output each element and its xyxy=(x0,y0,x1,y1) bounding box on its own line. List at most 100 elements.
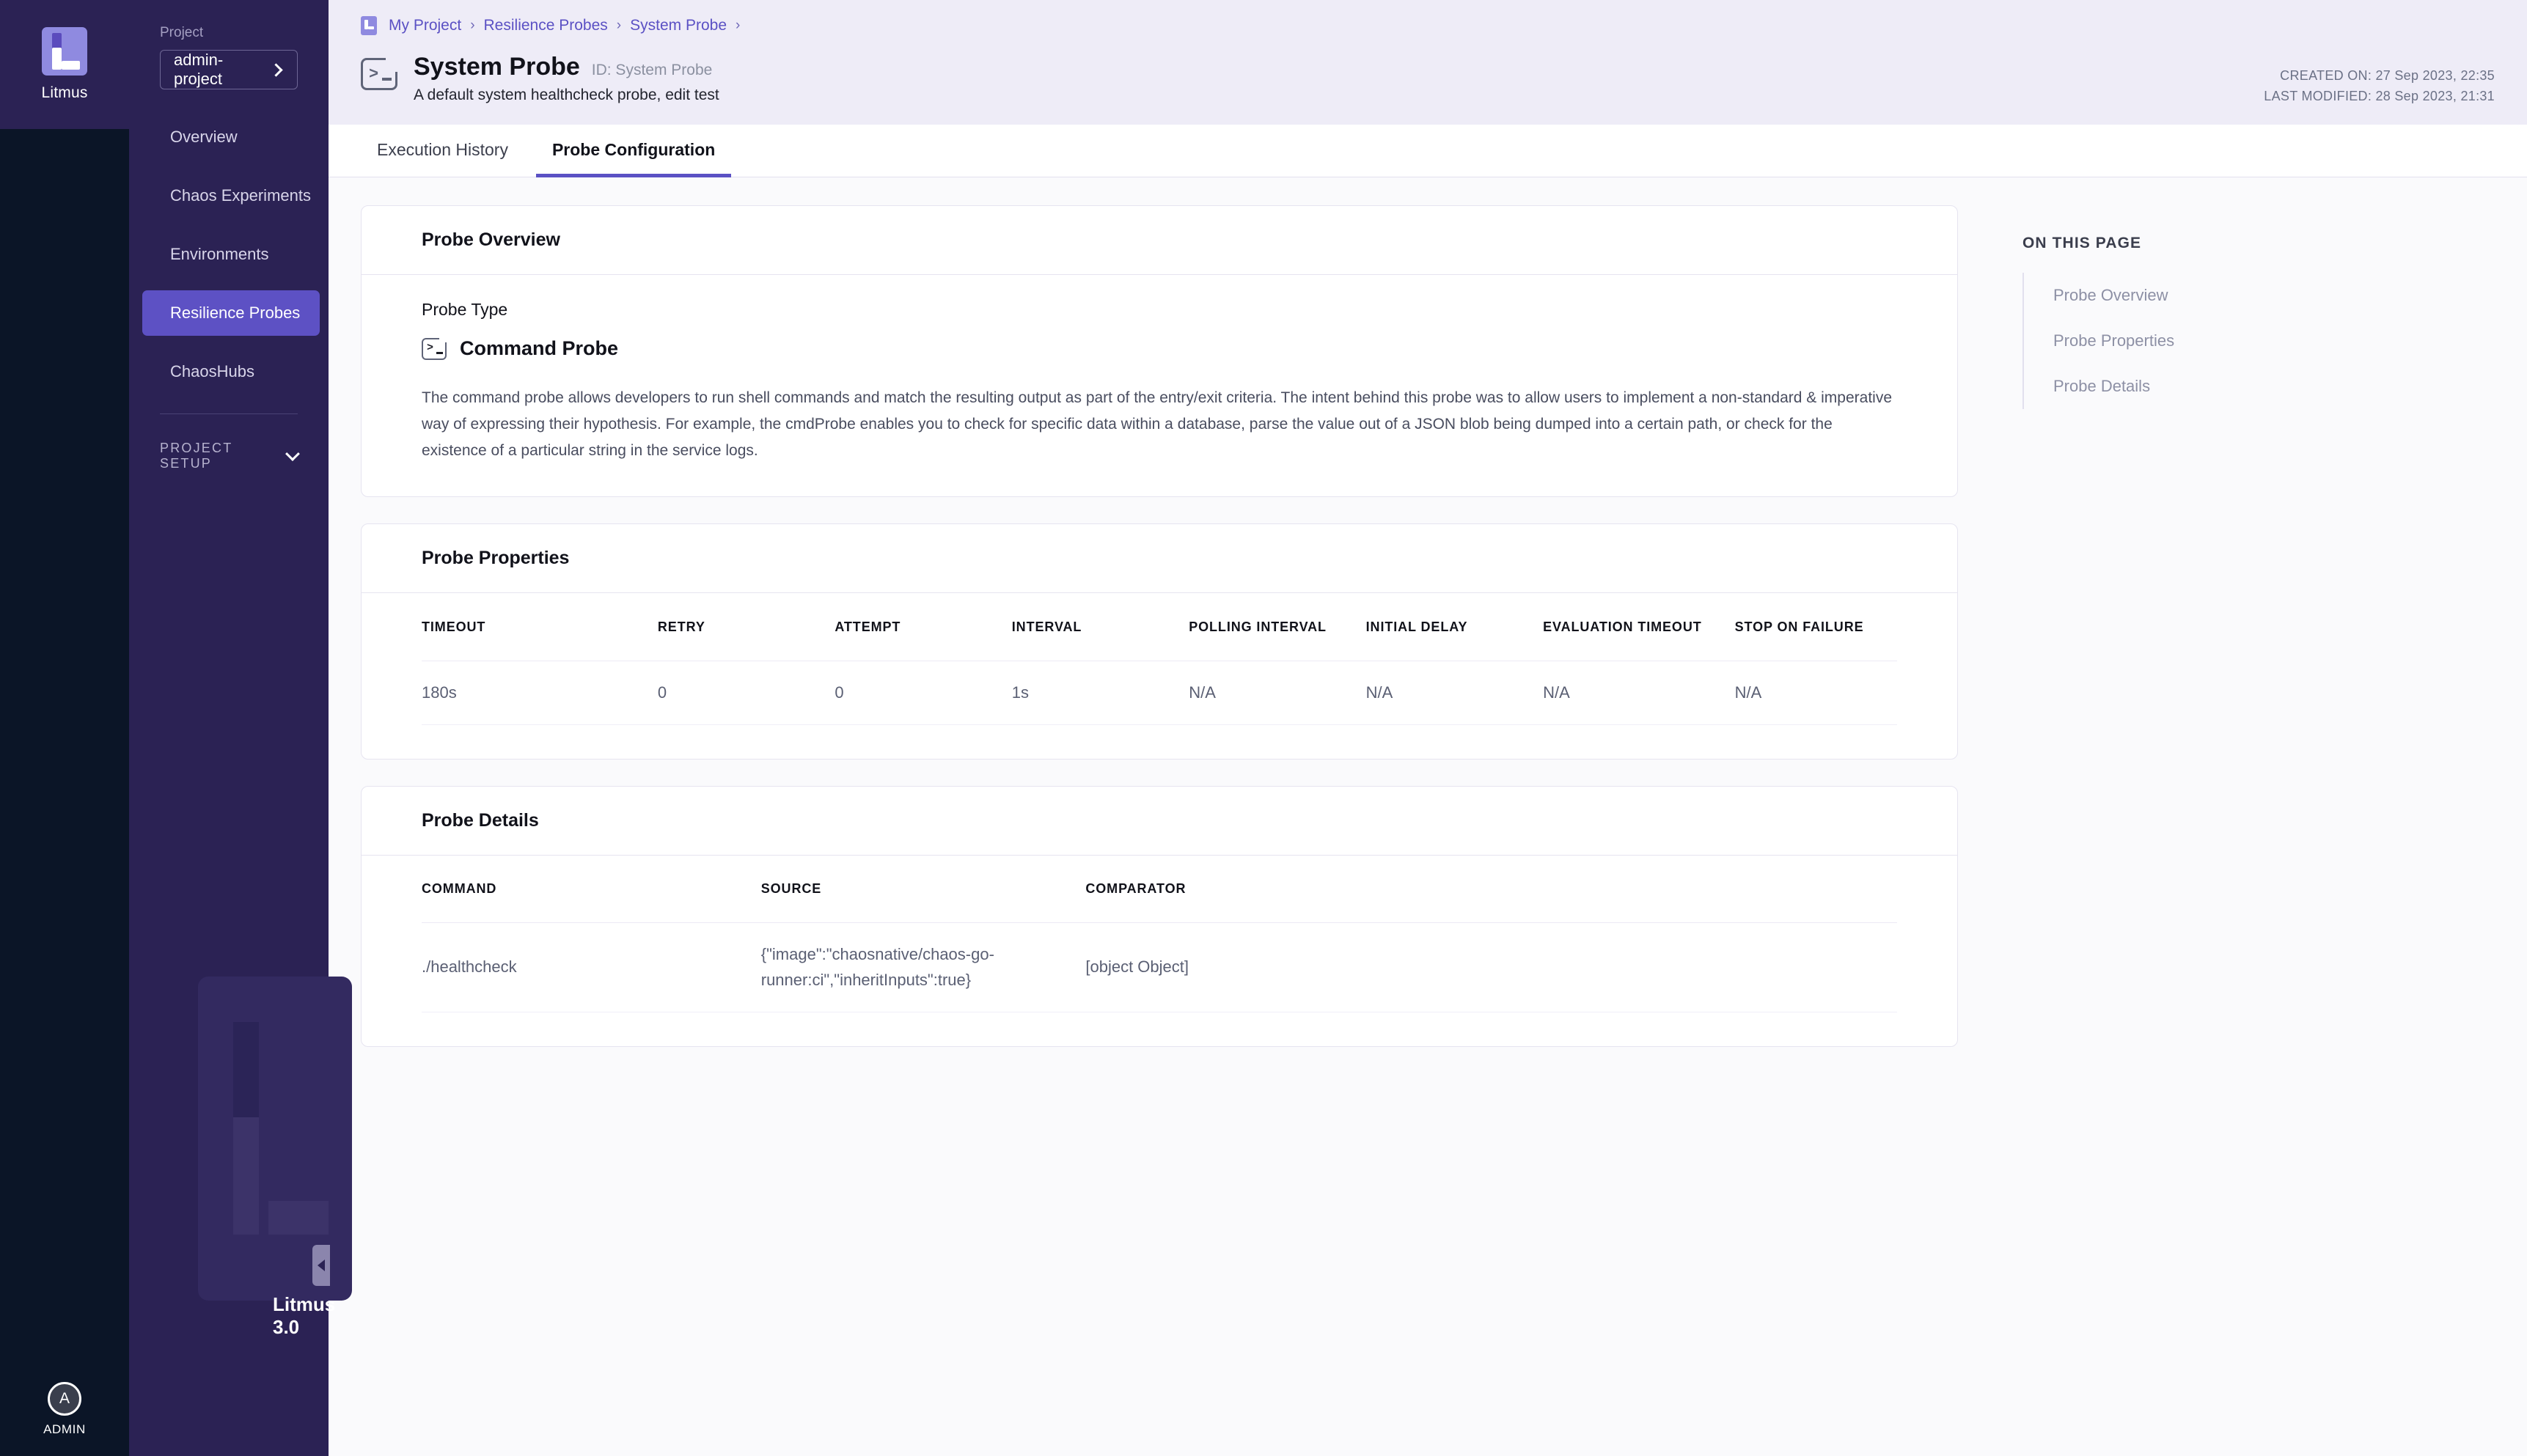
terminal-icon: > xyxy=(361,58,397,90)
brand-block[interactable]: Litmus xyxy=(0,0,129,129)
terminal-icon: > xyxy=(422,337,447,360)
table-header: COMMAND SOURCE COMPARATOR xyxy=(422,856,1897,923)
probe-type-description: The command probe allows developers to r… xyxy=(422,389,1892,460)
column-header-initial-delay: INITIAL DELAY xyxy=(1365,619,1468,634)
page-title: System Probe xyxy=(414,53,580,81)
avatar-label: ADMIN xyxy=(43,1422,86,1436)
card-title: Probe Properties xyxy=(422,548,570,569)
project-label: Project xyxy=(160,25,204,40)
card-title: Probe Details xyxy=(422,809,539,831)
cell-stop-on-failure: N/A xyxy=(1734,683,1762,702)
cell-evaluation-timeout: N/A xyxy=(1543,683,1570,702)
sidebar-nav: Overview Chaos Experiments Environments … xyxy=(129,114,329,394)
on-this-page-title: ON THIS PAGE xyxy=(2022,235,2142,251)
card-title: Probe Overview xyxy=(422,229,560,250)
column-header-source: SOURCE xyxy=(760,881,822,897)
sidebar-item-resilience-probes[interactable]: Resilience Probes xyxy=(142,290,320,336)
project-selector-value: admin-project xyxy=(174,51,224,88)
sidebar-section-project-setup[interactable]: PROJECT SETUP xyxy=(129,441,329,471)
sidebar-item-label: Resilience Probes xyxy=(170,304,301,322)
column-header-evaluation-timeout: EVALUATION TIMEOUT xyxy=(1543,619,1702,634)
table-header-row: TIMEOUT RETRY ATTEMPT INTERVAL POLLING I… xyxy=(422,593,1897,661)
breadcrumb-separator-icon: › xyxy=(736,18,741,33)
column-header-stop-on-failure: STOP ON FAILURE xyxy=(1734,619,1864,634)
column-header-comparator: COMPARATOR xyxy=(1085,881,1187,897)
card-probe-properties: Probe Properties TIMEOUT RETRY ATTEMPT I… xyxy=(361,523,1958,760)
breadcrumb-separator-icon: › xyxy=(470,18,475,33)
created-on-label: CREATED ON: 27 Sep 2023, 22:35 xyxy=(2280,68,2495,83)
probe-type-name: Command Probe xyxy=(460,337,619,359)
sidebar: Project admin-project Overview Chaos Exp… xyxy=(129,0,352,1456)
chevron-right-icon xyxy=(269,62,283,77)
sidebar-item-label: Chaos Experiments xyxy=(170,186,311,205)
cell-polling-interval: N/A xyxy=(1189,683,1216,702)
cell-command: ./healthcheck xyxy=(422,957,517,977)
card-header: Probe Overview xyxy=(362,206,1957,275)
table-row: ./healthcheck {"image":"chaosnative/chao… xyxy=(422,923,1897,1012)
table-row: 180s 0 0 1s N/A N/A N/A N/A xyxy=(422,661,1897,725)
user-block[interactable]: A ADMIN xyxy=(0,1382,129,1437)
on-this-page-panel: ON THIS PAGE Probe Overview Probe Proper… xyxy=(1990,205,2527,1456)
tab-label: Execution History xyxy=(377,139,508,159)
column-header-polling-interval: POLLING INTERVAL xyxy=(1189,619,1327,634)
sidebar-item-overview[interactable]: Overview xyxy=(142,114,320,160)
sidebar-divider xyxy=(160,413,298,414)
cell-source: {"image":"chaosnative/chaos-go-runner:ci… xyxy=(760,945,994,989)
tab-probe-configuration[interactable]: Probe Configuration xyxy=(535,125,732,177)
avatar[interactable]: A xyxy=(48,1382,81,1416)
cell-interval: 1s xyxy=(1011,683,1030,702)
card-body: Probe Type > Command Probe The command p… xyxy=(362,275,1957,496)
content-column: Probe Overview Probe Type > Command Prob… xyxy=(329,205,1990,1456)
toc-link-probe-overview[interactable]: Probe Overview xyxy=(2053,286,2168,304)
sidebar-item-chaoshubs[interactable]: ChaosHubs xyxy=(142,349,320,394)
probe-type-label: Probe Type xyxy=(422,300,508,319)
page-meta: CREATED ON: 27 Sep 2023, 22:35 LAST MODI… xyxy=(2264,66,2495,107)
card-probe-overview: Probe Overview Probe Type > Command Prob… xyxy=(361,205,1958,498)
probe-details-table: COMMAND SOURCE COMPARATOR ./healthcheck … xyxy=(422,856,1897,1012)
main-area: My Project › Resilience Probes › System … xyxy=(329,0,2527,1456)
breadcrumb-item-resilience-probes[interactable]: Resilience Probes xyxy=(483,17,608,34)
page-content: Probe Overview Probe Type > Command Prob… xyxy=(329,177,2527,1456)
table-body: ./healthcheck {"image":"chaosnative/chao… xyxy=(422,923,1897,1012)
tab-label: Probe Configuration xyxy=(551,139,716,159)
project-selector[interactable]: admin-project xyxy=(160,50,298,89)
sidebar-section-label: PROJECT SETUP xyxy=(160,441,233,471)
last-modified-label: LAST MODIFIED: 28 Sep 2023, 21:31 xyxy=(2264,88,2495,103)
column-header-command: COMMAND xyxy=(422,881,497,897)
column-header-interval: INTERVAL xyxy=(1011,619,1082,634)
sidebar-version-label: Litmus 3.0 xyxy=(273,1293,336,1338)
breadcrumb-item-system-probe[interactable]: System Probe xyxy=(630,17,727,34)
brand-label: Litmus xyxy=(41,84,88,101)
card-header: Probe Properties xyxy=(362,524,1957,594)
probe-properties-table-wrap: TIMEOUT RETRY ATTEMPT INTERVAL POLLING I… xyxy=(362,593,1957,759)
breadcrumb-item-my-project[interactable]: My Project xyxy=(389,17,462,34)
tab-bar: Execution History Probe Configuration xyxy=(329,125,2527,177)
page-header: My Project › Resilience Probes › System … xyxy=(329,0,2527,125)
cell-initial-delay: N/A xyxy=(1365,683,1393,702)
column-header-attempt: ATTEMPT xyxy=(835,619,901,634)
table-header: TIMEOUT RETRY ATTEMPT INTERVAL POLLING I… xyxy=(422,593,1897,661)
collapse-left-icon[interactable] xyxy=(312,1245,330,1286)
sidebar-item-label: ChaosHubs xyxy=(170,362,254,380)
icon-rail: Litmus A ADMIN xyxy=(0,0,129,1456)
tab-execution-history[interactable]: Execution History xyxy=(361,125,524,177)
table-body: 180s 0 0 1s N/A N/A N/A N/A xyxy=(422,661,1897,725)
cell-attempt: 0 xyxy=(835,683,844,702)
sidebar-item-environments[interactable]: Environments xyxy=(142,232,320,277)
chevron-down-icon xyxy=(285,446,300,461)
litmus-logo-icon xyxy=(361,16,377,35)
probe-properties-table: TIMEOUT RETRY ATTEMPT INTERVAL POLLING I… xyxy=(422,593,1897,725)
probe-details-table-wrap: COMMAND SOURCE COMPARATOR ./healthcheck … xyxy=(362,856,1957,1046)
column-header-retry: RETRY xyxy=(657,619,705,634)
toc-link-probe-details[interactable]: Probe Details xyxy=(2053,377,2151,395)
page-description: A default system healthcheck probe, edit… xyxy=(414,87,719,103)
card-probe-details: Probe Details COMMAND SOURCE COMPARATOR xyxy=(361,785,1958,1047)
sidebar-item-label: Environments xyxy=(170,245,269,263)
column-header-timeout: TIMEOUT xyxy=(422,619,486,634)
breadcrumb-separator-icon: › xyxy=(616,18,622,33)
cell-comparator: [object Object] xyxy=(1085,957,1189,977)
toc-link-probe-properties[interactable]: Probe Properties xyxy=(2053,331,2175,350)
sidebar-item-chaos-experiments[interactable]: Chaos Experiments xyxy=(142,173,320,218)
breadcrumb: My Project › Resilience Probes › System … xyxy=(361,16,2495,35)
